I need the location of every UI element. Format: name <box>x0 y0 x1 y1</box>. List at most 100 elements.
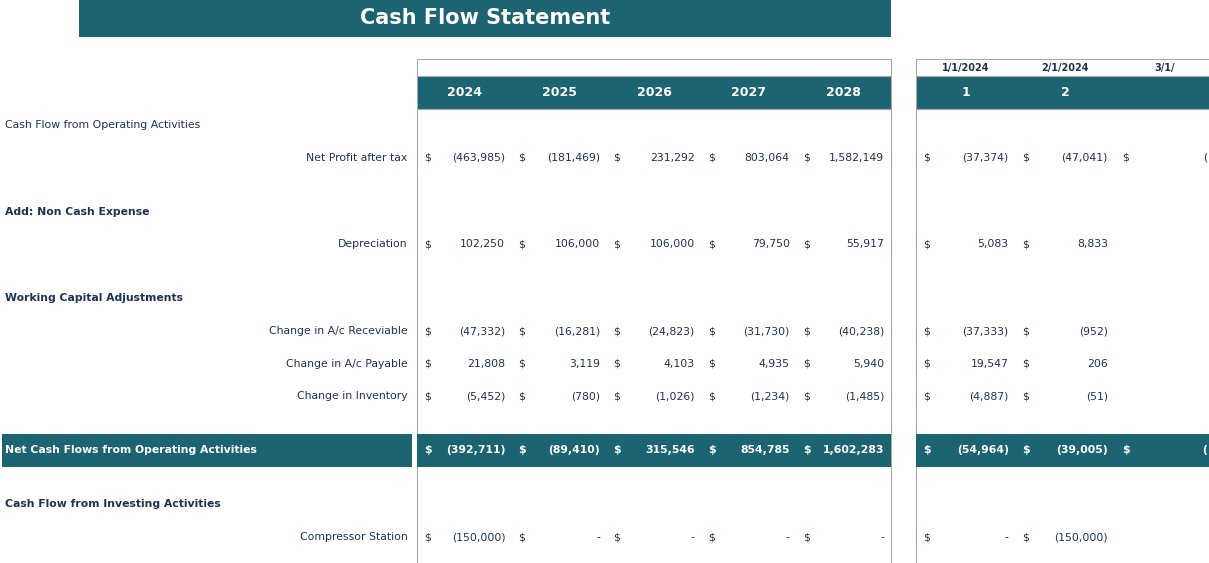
Text: (463,985): (463,985) <box>452 153 505 163</box>
Text: $: $ <box>423 359 430 369</box>
Text: $: $ <box>519 153 526 163</box>
Text: 4,935: 4,935 <box>758 359 789 369</box>
FancyBboxPatch shape <box>2 434 412 467</box>
Text: (37,333): (37,333) <box>962 326 1008 336</box>
Text: -: - <box>596 532 600 542</box>
Text: $: $ <box>1023 391 1029 401</box>
Text: Cash Flow from Investing Activities: Cash Flow from Investing Activities <box>5 499 220 510</box>
Text: (392,711): (392,711) <box>446 445 505 455</box>
FancyBboxPatch shape <box>916 434 1209 467</box>
Text: (39,005): (39,005) <box>1057 445 1107 455</box>
Text: (150,000): (150,000) <box>452 532 505 542</box>
Text: $: $ <box>1023 239 1029 249</box>
Text: 1: 1 <box>961 86 971 99</box>
Text: $: $ <box>423 239 430 249</box>
FancyBboxPatch shape <box>417 76 891 109</box>
Text: 79,750: 79,750 <box>752 239 789 249</box>
Text: Working Capital Adjustments: Working Capital Adjustments <box>5 293 183 303</box>
FancyBboxPatch shape <box>916 76 1209 109</box>
Text: (24,823): (24,823) <box>648 326 695 336</box>
Text: $: $ <box>519 445 526 455</box>
Text: $: $ <box>708 359 715 369</box>
Text: 1/1/2024: 1/1/2024 <box>942 62 990 73</box>
Text: $: $ <box>803 359 810 369</box>
Text: 2/1/2024: 2/1/2024 <box>1041 62 1089 73</box>
Text: (16,281): (16,281) <box>554 326 600 336</box>
Text: $: $ <box>1023 445 1030 455</box>
Text: (: ( <box>1202 445 1207 455</box>
Text: $: $ <box>613 326 620 336</box>
Text: (47,332): (47,332) <box>459 326 505 336</box>
Text: $: $ <box>708 391 715 401</box>
Text: $: $ <box>708 532 715 542</box>
Text: 854,785: 854,785 <box>740 445 789 455</box>
Text: $: $ <box>519 239 526 249</box>
Text: 5,083: 5,083 <box>978 239 1008 249</box>
Text: (952): (952) <box>1078 326 1107 336</box>
Text: 106,000: 106,000 <box>649 239 695 249</box>
Text: $: $ <box>423 391 430 401</box>
Text: (181,469): (181,469) <box>546 153 600 163</box>
Text: $: $ <box>1122 445 1129 455</box>
Text: (47,041): (47,041) <box>1062 153 1107 163</box>
FancyBboxPatch shape <box>79 0 891 37</box>
Text: $: $ <box>708 239 715 249</box>
Text: 102,250: 102,250 <box>461 239 505 249</box>
Text: Compressor Station: Compressor Station <box>300 532 407 542</box>
Text: $: $ <box>708 445 716 455</box>
Text: (31,730): (31,730) <box>744 326 789 336</box>
Text: 315,546: 315,546 <box>646 445 695 455</box>
Text: 5,940: 5,940 <box>854 359 885 369</box>
Text: $: $ <box>803 532 810 542</box>
Text: $: $ <box>708 153 715 163</box>
Text: -: - <box>880 532 885 542</box>
FancyBboxPatch shape <box>417 434 891 467</box>
Text: 231,292: 231,292 <box>650 153 695 163</box>
Text: -: - <box>1005 532 1008 542</box>
Text: -: - <box>692 532 695 542</box>
Text: 21,808: 21,808 <box>467 359 505 369</box>
Text: 1,582,149: 1,582,149 <box>829 153 885 163</box>
Text: $: $ <box>423 445 432 455</box>
Text: $: $ <box>708 326 715 336</box>
Text: $: $ <box>423 326 430 336</box>
Text: $: $ <box>924 532 930 542</box>
FancyBboxPatch shape <box>417 59 891 76</box>
Text: $: $ <box>924 391 930 401</box>
Text: (5,452): (5,452) <box>465 391 505 401</box>
Text: 2028: 2028 <box>826 86 861 99</box>
Text: Depreciation: Depreciation <box>337 239 407 249</box>
Text: Cash Flow Statement: Cash Flow Statement <box>360 8 609 28</box>
Text: $: $ <box>803 239 810 249</box>
Text: $: $ <box>519 391 526 401</box>
Text: 2: 2 <box>1060 86 1070 99</box>
Text: Net Cash Flows from Operating Activities: Net Cash Flows from Operating Activities <box>5 445 256 455</box>
Text: $: $ <box>1023 153 1029 163</box>
Text: Change in Inventory: Change in Inventory <box>296 391 407 401</box>
Text: $: $ <box>924 445 931 455</box>
Text: Cash Flow from Operating Activities: Cash Flow from Operating Activities <box>5 120 199 130</box>
Text: 2025: 2025 <box>542 86 577 99</box>
Text: $: $ <box>1023 326 1029 336</box>
Text: Change in A/c Payable: Change in A/c Payable <box>285 359 407 369</box>
Text: Net Profit after tax: Net Profit after tax <box>306 153 407 163</box>
Text: $: $ <box>613 391 620 401</box>
Text: $: $ <box>924 153 930 163</box>
Text: $: $ <box>519 532 526 542</box>
Text: 8,833: 8,833 <box>1077 239 1107 249</box>
Text: $: $ <box>613 532 620 542</box>
Text: $: $ <box>519 359 526 369</box>
Text: -: - <box>786 532 789 542</box>
Text: 2027: 2027 <box>731 86 767 99</box>
Text: $: $ <box>423 153 430 163</box>
Text: 3,119: 3,119 <box>569 359 600 369</box>
Text: $: $ <box>1023 359 1029 369</box>
Text: $: $ <box>803 326 810 336</box>
Text: $: $ <box>1122 153 1128 163</box>
Text: $: $ <box>423 532 430 542</box>
Text: 2024: 2024 <box>447 86 482 99</box>
Text: (1,234): (1,234) <box>751 391 789 401</box>
Text: 55,917: 55,917 <box>846 239 885 249</box>
Text: $: $ <box>924 326 930 336</box>
Text: $: $ <box>803 153 810 163</box>
